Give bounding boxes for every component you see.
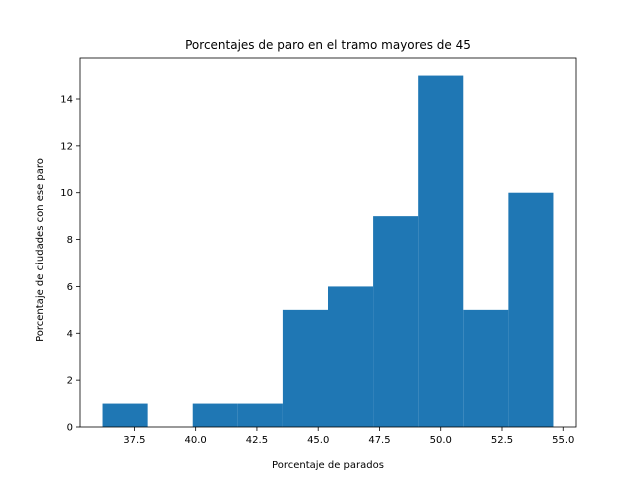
histogram-bar-2 — [192, 403, 238, 427]
x-tick-label: 47.5 — [368, 435, 390, 446]
y-tick-label: 10 — [60, 188, 73, 199]
x-tick-label: 55.0 — [552, 435, 574, 446]
y-tick-label: 2 — [67, 376, 73, 387]
x-axis-title: Porcentaje de parados — [272, 460, 384, 471]
y-tick-label: 14 — [60, 95, 73, 106]
x-tick-label: 52.5 — [491, 435, 513, 446]
histogram-bars — [102, 75, 554, 428]
x-tick-label: 37.5 — [123, 435, 145, 446]
histogram-bar-0 — [102, 403, 148, 427]
y-axis-title: Porcentaje de ciudades con ese paro — [35, 158, 46, 342]
y-tick-label: 4 — [67, 329, 73, 340]
x-tick-label: 45.0 — [307, 435, 329, 446]
histogram-bar-4 — [282, 309, 328, 427]
x-tick-label: 42.5 — [246, 435, 268, 446]
x-axis-ticks: 37.5 40.0 42.5 45.0 47.5 50.0 52.5 55.0 — [123, 427, 574, 446]
y-tick-label: 6 — [67, 282, 73, 293]
y-axis-ticks: 0 2 4 6 8 10 12 14 — [60, 95, 80, 434]
histogram-bar-8 — [463, 309, 509, 427]
histogram-bar-3 — [237, 403, 283, 427]
y-tick-label: 8 — [67, 235, 73, 246]
x-tick-label: 40.0 — [185, 435, 207, 446]
histogram-bar-9 — [508, 192, 554, 427]
x-tick-label: 50.0 — [430, 435, 452, 446]
y-tick-label: 0 — [67, 423, 73, 434]
histogram-bar-7 — [418, 75, 464, 428]
histogram-bar-5 — [328, 286, 374, 427]
y-tick-label: 12 — [60, 141, 73, 152]
chart-title: Porcentajes de paro en el tramo mayores … — [185, 38, 471, 52]
plot-area-frame — [79, 57, 577, 428]
histogram-bar-6 — [373, 216, 419, 427]
